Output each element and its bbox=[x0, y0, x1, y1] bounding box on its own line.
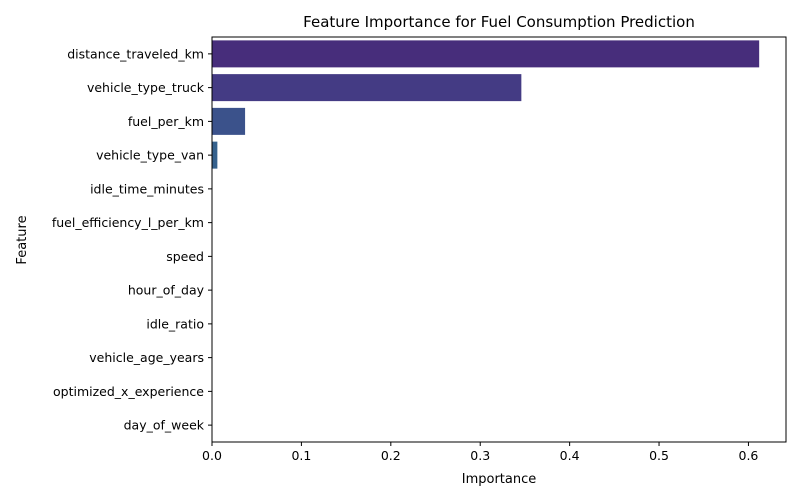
x-tick-label: 0.4 bbox=[560, 448, 580, 463]
bar-vehicle-type-truck bbox=[212, 74, 522, 102]
plot-frame bbox=[211, 36, 787, 443]
y-tick-label: vehicle_type_truck bbox=[87, 80, 205, 95]
x-tick-label: 0.0 bbox=[202, 448, 222, 463]
y-tick-label: optimized_x_experience bbox=[53, 384, 204, 399]
bar-vehicle-type-van bbox=[212, 141, 218, 169]
y-tick-label: hour_of_day bbox=[128, 283, 205, 298]
x-axis-label: Importance bbox=[462, 472, 537, 487]
bar-fuel-per-km bbox=[212, 107, 246, 135]
y-axis-label: Feature bbox=[15, 215, 30, 264]
x-tick-label: 0.5 bbox=[649, 448, 669, 463]
x-tick-label: 0.3 bbox=[470, 448, 490, 463]
x-ticks: 0.0 0.1 0.2 0.3 0.4 0.5 0.6 bbox=[202, 442, 758, 463]
y-tick-label: day_of_week bbox=[124, 418, 205, 433]
bar-distance-traveled-km bbox=[212, 40, 760, 68]
chart-title: Feature Importance for Fuel Consumption … bbox=[303, 13, 695, 31]
y-tick-label: vehicle_age_years bbox=[89, 350, 204, 365]
y-tick-labels: distance_traveled_km vehicle_type_truckfu… bbox=[52, 46, 212, 433]
y-tick-label: fuel_efficiency_l_per_km bbox=[52, 215, 204, 230]
x-tick-label: 0.2 bbox=[381, 448, 401, 463]
x-tick-label: 0.1 bbox=[291, 448, 311, 463]
y-tick-label: vehicle_type_van bbox=[96, 148, 204, 163]
y-tick-label: idle_time_minutes bbox=[90, 181, 204, 196]
y-tick-label: idle_ratio bbox=[146, 316, 204, 331]
bars-group bbox=[212, 40, 760, 169]
y-tick-label: fuel_per_km bbox=[128, 114, 204, 129]
y-tick-label: speed bbox=[166, 249, 204, 264]
y-tick-label: distance_traveled_km bbox=[67, 46, 204, 61]
x-tick-label: 0.6 bbox=[739, 448, 759, 463]
